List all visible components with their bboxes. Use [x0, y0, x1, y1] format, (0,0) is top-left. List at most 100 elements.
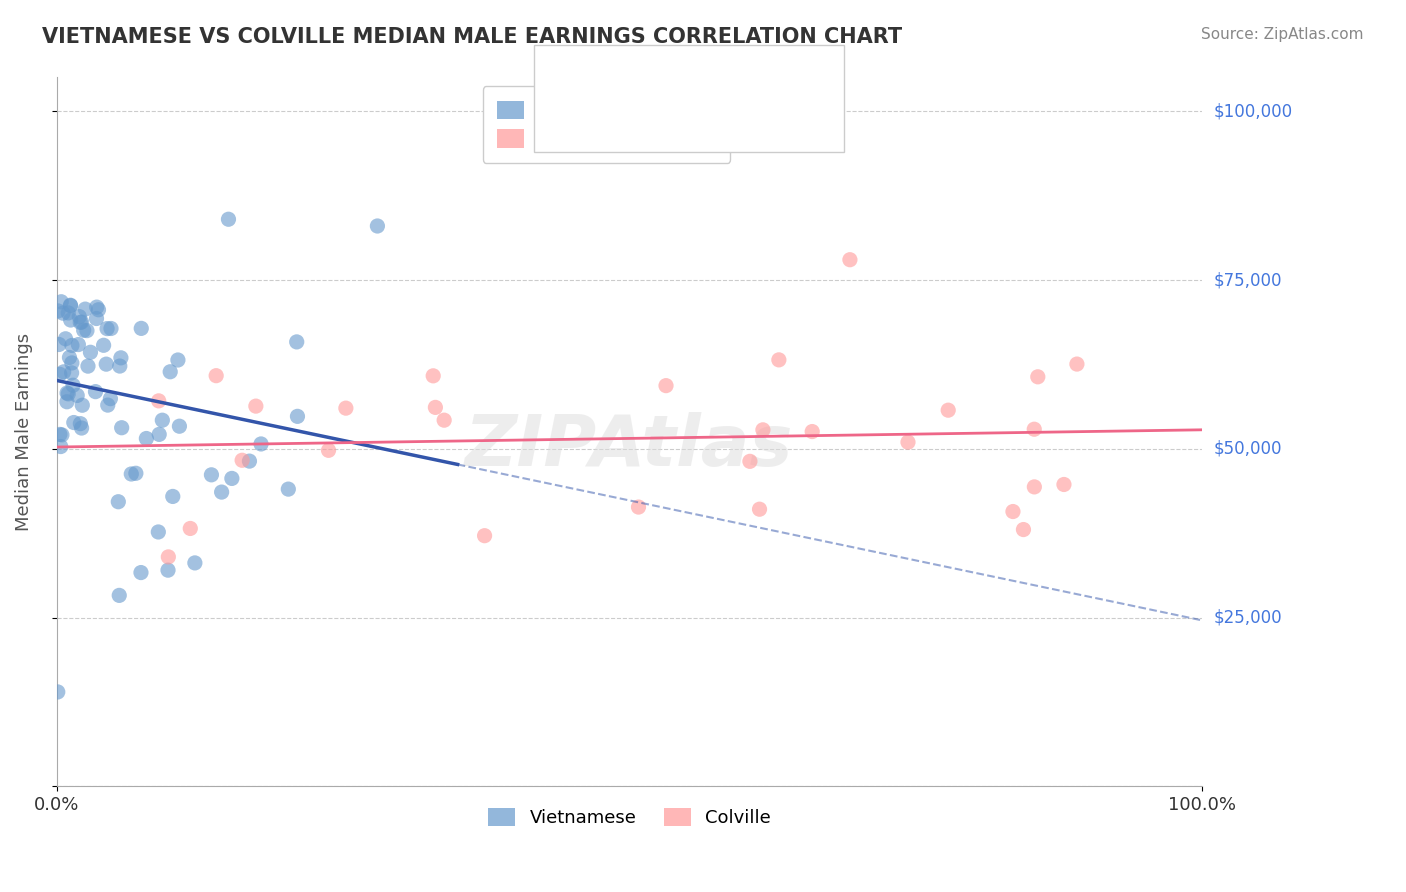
- Vietnamese: [125, 467, 148, 481]
- Vietnamese: [87, 302, 110, 317]
- Text: VIETNAMESE VS COLVILLE MEDIAN MALE EARNINGS CORRELATION CHART: VIETNAMESE VS COLVILLE MEDIAN MALE EARNI…: [42, 27, 903, 46]
- Vietnamese: [108, 588, 131, 602]
- Vietnamese: [67, 310, 90, 324]
- Vietnamese: [58, 387, 80, 401]
- Colville: [1053, 477, 1076, 491]
- Colville: [1026, 369, 1049, 384]
- Vietnamese: [56, 394, 79, 409]
- Vietnamese: [211, 485, 233, 500]
- Vietnamese: [96, 357, 118, 371]
- Vietnamese: [135, 432, 157, 446]
- Vietnamese: [93, 338, 115, 352]
- Vietnamese: [287, 409, 309, 424]
- Vietnamese: [129, 566, 152, 580]
- Text: $25,000: $25,000: [1213, 608, 1282, 627]
- Colville: [231, 453, 253, 467]
- Vietnamese: [120, 467, 142, 481]
- Vietnamese: [110, 351, 132, 365]
- Vietnamese: [60, 356, 83, 370]
- Vietnamese: [238, 454, 260, 468]
- Vietnamese: [49, 440, 72, 454]
- Text: ZIPAtlas: ZIPAtlas: [465, 411, 794, 481]
- Vietnamese: [55, 332, 77, 346]
- Colville: [738, 454, 761, 468]
- Vietnamese: [79, 345, 101, 359]
- Colville: [897, 435, 920, 450]
- Vietnamese: [46, 685, 69, 699]
- Text: $75,000: $75,000: [1213, 271, 1282, 289]
- Vietnamese: [67, 337, 90, 351]
- Vietnamese: [148, 524, 170, 539]
- Vietnamese: [86, 311, 108, 326]
- Vietnamese: [250, 437, 273, 451]
- Text: Source: ZipAtlas.com: Source: ZipAtlas.com: [1201, 27, 1364, 42]
- Vietnamese: [285, 334, 308, 349]
- Vietnamese: [59, 299, 82, 313]
- Colville: [422, 368, 444, 383]
- Colville: [801, 425, 824, 439]
- Colville: [768, 352, 790, 367]
- Vietnamese: [73, 323, 96, 337]
- Colville: [752, 423, 775, 437]
- Vietnamese: [62, 416, 84, 430]
- Vietnamese: [75, 302, 97, 317]
- Colville: [474, 529, 496, 543]
- Colville: [179, 521, 201, 535]
- Vietnamese: [52, 365, 75, 379]
- Colville: [318, 443, 340, 458]
- Vietnamese: [76, 324, 98, 338]
- Vietnamese: [62, 378, 84, 392]
- Colville: [1066, 357, 1088, 371]
- Vietnamese: [69, 315, 91, 329]
- Vietnamese: [56, 386, 79, 401]
- Vietnamese: [70, 315, 93, 329]
- Vietnamese: [150, 413, 173, 427]
- Colville: [245, 399, 267, 413]
- Vietnamese: [60, 338, 83, 352]
- Vietnamese: [48, 337, 70, 351]
- Colville: [157, 549, 180, 564]
- Vietnamese: [84, 384, 107, 399]
- Vietnamese: [200, 467, 222, 482]
- Vietnamese: [77, 359, 100, 373]
- Vietnamese: [100, 392, 122, 406]
- Vietnamese: [72, 398, 94, 412]
- Colville: [838, 252, 860, 267]
- Vietnamese: [51, 294, 73, 309]
- Vietnamese: [46, 304, 69, 318]
- Vietnamese: [221, 471, 243, 485]
- Vietnamese: [52, 306, 75, 320]
- Vietnamese: [86, 300, 108, 314]
- Colville: [1012, 523, 1035, 537]
- Vietnamese: [184, 556, 207, 570]
- Vietnamese: [58, 351, 80, 365]
- Colville: [1024, 480, 1046, 494]
- Vietnamese: [69, 417, 91, 431]
- Vietnamese: [277, 482, 299, 496]
- Vietnamese: [100, 321, 122, 335]
- Vietnamese: [366, 219, 388, 233]
- Colville: [425, 401, 447, 415]
- Vietnamese: [108, 359, 131, 373]
- Vietnamese: [148, 427, 170, 442]
- Colville: [1001, 504, 1024, 518]
- Colville: [148, 393, 170, 408]
- Vietnamese: [96, 321, 118, 335]
- Vietnamese: [129, 321, 152, 335]
- Vietnamese: [49, 368, 72, 382]
- Colville: [627, 500, 650, 514]
- Vietnamese: [162, 490, 184, 504]
- Colville: [433, 413, 456, 427]
- Vietnamese: [60, 366, 83, 380]
- Text: $100,000: $100,000: [1213, 103, 1292, 120]
- Y-axis label: Median Male Earnings: Median Male Earnings: [15, 333, 32, 531]
- Vietnamese: [167, 353, 190, 368]
- Colville: [655, 378, 678, 392]
- Colville: [936, 403, 959, 417]
- Vietnamese: [49, 427, 72, 442]
- Vietnamese: [51, 428, 73, 442]
- Vietnamese: [97, 398, 120, 412]
- Vietnamese: [111, 421, 134, 435]
- Legend: Vietnamese, Colville: Vietnamese, Colville: [481, 800, 778, 834]
- Vietnamese: [59, 298, 82, 312]
